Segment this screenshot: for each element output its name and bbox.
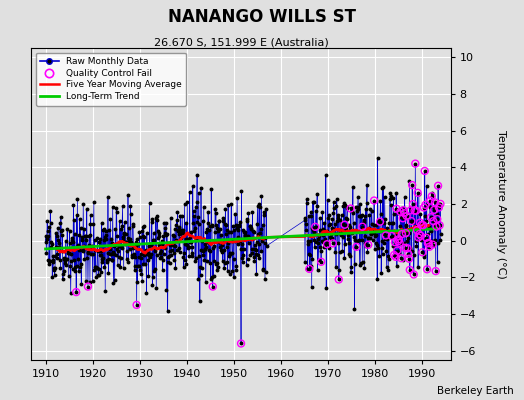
Point — [409, 201, 417, 207]
Point — [413, 190, 422, 196]
Point — [407, 207, 415, 214]
Point — [435, 222, 444, 228]
Point — [396, 208, 405, 215]
Point — [426, 198, 434, 204]
Point — [415, 231, 423, 238]
Point — [407, 218, 416, 224]
Point — [394, 238, 402, 244]
Point — [413, 227, 421, 233]
Point — [392, 206, 401, 212]
Point — [424, 240, 433, 246]
Point — [400, 210, 409, 216]
Point — [424, 240, 432, 246]
Point — [341, 222, 349, 228]
Point — [404, 251, 412, 257]
Point — [418, 249, 427, 256]
Point — [405, 256, 413, 262]
Title: 26.670 S, 151.999 E (Australia): 26.670 S, 151.999 E (Australia) — [154, 37, 329, 47]
Legend: Raw Monthly Data, Quality Control Fail, Five Year Moving Average, Long-Term Tren: Raw Monthly Data, Quality Control Fail, … — [36, 52, 186, 106]
Point — [72, 289, 80, 295]
Point — [399, 215, 407, 222]
Point — [391, 239, 399, 246]
Text: Berkeley Earth: Berkeley Earth — [437, 386, 514, 396]
Y-axis label: Temperature Anomaly (°C): Temperature Anomaly (°C) — [496, 130, 506, 278]
Point — [399, 207, 408, 214]
Point — [431, 199, 439, 206]
Point — [237, 340, 245, 347]
Point — [432, 268, 440, 274]
Point — [370, 197, 378, 204]
Point — [376, 218, 384, 225]
Point — [406, 267, 414, 273]
Point — [346, 205, 355, 212]
Point — [412, 208, 420, 214]
Point — [433, 216, 442, 222]
Point — [317, 259, 325, 265]
Point — [420, 204, 428, 211]
Point — [417, 233, 425, 239]
Point — [427, 214, 435, 220]
Point — [393, 248, 401, 254]
Point — [396, 240, 404, 246]
Point — [419, 222, 428, 228]
Point — [402, 230, 410, 236]
Point — [133, 302, 141, 308]
Point — [402, 213, 411, 219]
Point — [410, 271, 418, 278]
Point — [429, 241, 437, 248]
Point — [335, 276, 343, 283]
Point — [329, 240, 337, 246]
Point — [397, 255, 406, 262]
Point — [408, 182, 417, 188]
Point — [411, 160, 420, 167]
Point — [436, 201, 445, 207]
Point — [358, 224, 366, 230]
Point — [390, 252, 398, 258]
Point — [434, 183, 442, 189]
Point — [435, 204, 443, 211]
Point — [391, 254, 400, 260]
Point — [352, 244, 361, 250]
Point — [364, 242, 373, 248]
Point — [84, 283, 92, 290]
Point — [422, 234, 431, 241]
Point — [323, 241, 331, 248]
Point — [432, 223, 441, 230]
Point — [209, 283, 217, 290]
Point — [421, 168, 429, 174]
Text: NANANGO WILLS ST: NANANGO WILLS ST — [168, 8, 356, 26]
Point — [416, 219, 424, 226]
Point — [421, 202, 430, 208]
Point — [398, 231, 406, 237]
Point — [305, 266, 313, 272]
Point — [403, 245, 412, 252]
Point — [395, 236, 403, 242]
Point — [418, 222, 426, 228]
Point — [311, 224, 320, 230]
Point — [425, 244, 434, 250]
Point — [423, 266, 431, 272]
Point — [401, 244, 409, 251]
Point — [428, 193, 436, 200]
Point — [410, 208, 419, 214]
Point — [414, 234, 423, 241]
Point — [429, 218, 438, 224]
Point — [381, 232, 390, 239]
Point — [388, 233, 396, 239]
Point — [430, 207, 439, 213]
